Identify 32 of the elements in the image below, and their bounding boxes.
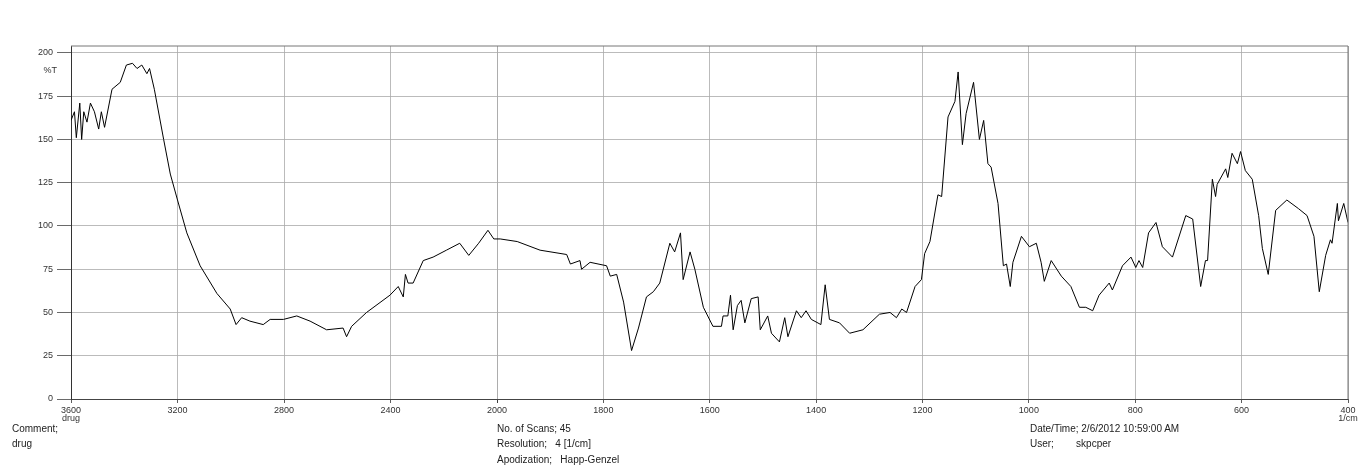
y-tick-label: 0	[47, 393, 53, 404]
text: User; skpcper	[1030, 438, 1112, 450]
x-tick-label: 1800	[593, 404, 614, 415]
text: Resolution; 4 [1/cm]	[497, 438, 591, 450]
x-tick-label: 2800	[273, 404, 295, 415]
x-tick-label: 800	[1127, 404, 1143, 415]
x-tick-label: 1200	[912, 404, 933, 415]
x-tick-label: 1400	[806, 404, 827, 415]
x-tick-label: 1000	[1018, 404, 1039, 415]
x-axis-title: 1/cm	[1338, 412, 1358, 423]
y-tick-label: 150	[37, 133, 53, 144]
y-tick-label: 125	[37, 177, 53, 188]
y-axis-title: %T	[43, 65, 58, 76]
text: Date/Time; 2/6/2012 10:59:00 AM	[1030, 423, 1180, 435]
y-tick-label: 25	[42, 350, 53, 361]
y-tick-label: 200	[37, 47, 53, 58]
text: No. of Scans; 45	[497, 423, 571, 435]
text: Comment;	[12, 423, 59, 435]
text: Apodization; Happ-Genzel	[497, 454, 620, 466]
y-tick-label: 50	[42, 306, 53, 317]
text: drug	[61, 412, 81, 423]
y-tick-label: 100	[37, 220, 53, 231]
y-tick-label: 75	[42, 263, 53, 274]
x-tick-label: 600	[1234, 404, 1250, 415]
y-tick-label: 175	[37, 90, 53, 101]
x-tick-label: 1600	[699, 404, 720, 415]
x-tick-label: 2400	[380, 404, 401, 415]
text: drug	[12, 438, 33, 450]
x-tick-label: 400	[1340, 404, 1356, 415]
x-tick-label: 3200	[167, 404, 188, 415]
x-tick-label: 3600	[60, 404, 82, 415]
x-tick-label: 2000	[486, 404, 508, 415]
